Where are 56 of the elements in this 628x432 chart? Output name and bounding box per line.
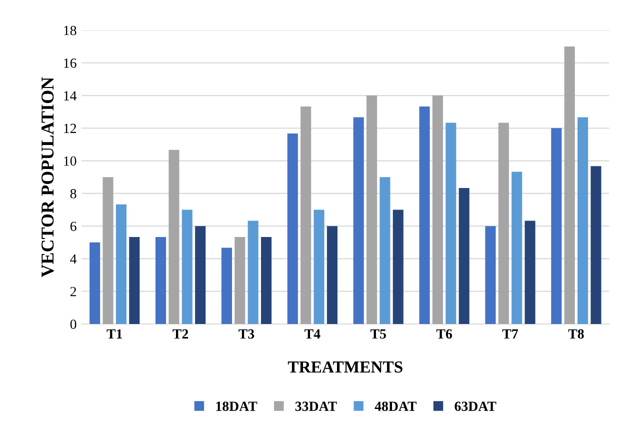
bar <box>564 46 575 324</box>
bar <box>392 210 404 324</box>
bar <box>551 128 562 324</box>
x-tick-label: T2 <box>172 329 188 338</box>
bar <box>512 172 522 324</box>
bar <box>458 188 470 324</box>
y-tick-label: 8 <box>70 189 76 198</box>
bar <box>116 204 126 324</box>
y-tick-label: 18 <box>64 26 76 36</box>
x-tick-label: T1 <box>106 329 122 338</box>
legend-label: 48DAT <box>374 402 417 411</box>
y-tick-label: 6 <box>70 222 76 232</box>
y-tick-label: 4 <box>70 254 77 264</box>
bar <box>102 177 114 324</box>
bar <box>485 226 496 324</box>
bar <box>287 134 298 324</box>
x-axis-title: TREATMENTS <box>288 361 402 373</box>
x-tick-label: T3 <box>238 329 254 339</box>
bar <box>300 106 312 324</box>
bar <box>326 226 338 324</box>
bar <box>234 237 246 324</box>
bar <box>248 220 258 324</box>
bar <box>353 117 364 324</box>
x-tick-label: T5 <box>370 329 386 339</box>
bar <box>524 220 536 324</box>
bar <box>260 237 272 324</box>
bar <box>168 150 180 324</box>
y-tick-label: 2 <box>70 286 76 296</box>
x-tick-label: T7 <box>502 329 518 338</box>
y-axis-title: VECTOR POPULATION <box>42 77 54 278</box>
y-tick-label: 10 <box>64 156 76 166</box>
x-tick-label: T4 <box>304 329 320 338</box>
legend-label: 63DAT <box>454 402 496 411</box>
bar <box>419 106 430 324</box>
y-tick-label: 12 <box>64 124 76 133</box>
x-tick-label: T8 <box>568 329 584 339</box>
bar <box>195 226 206 324</box>
bar <box>366 96 378 324</box>
bar <box>182 210 192 324</box>
bar <box>446 122 456 324</box>
bar <box>221 248 232 324</box>
y-tick-label: 16 <box>64 58 76 68</box>
bar <box>498 122 509 324</box>
x-tick-label: T6 <box>436 329 452 339</box>
bar <box>432 96 443 324</box>
bar <box>578 117 588 324</box>
legend-label: 18DAT <box>216 402 258 411</box>
bar <box>590 166 602 324</box>
bar <box>380 177 390 324</box>
bar <box>90 242 100 324</box>
bar <box>129 237 140 324</box>
bar <box>314 210 324 324</box>
bar <box>155 237 166 324</box>
legend-label: 33DAT <box>295 402 337 411</box>
y-tick-label: 0 <box>70 320 76 329</box>
y-tick-label: 14 <box>64 91 77 100</box>
